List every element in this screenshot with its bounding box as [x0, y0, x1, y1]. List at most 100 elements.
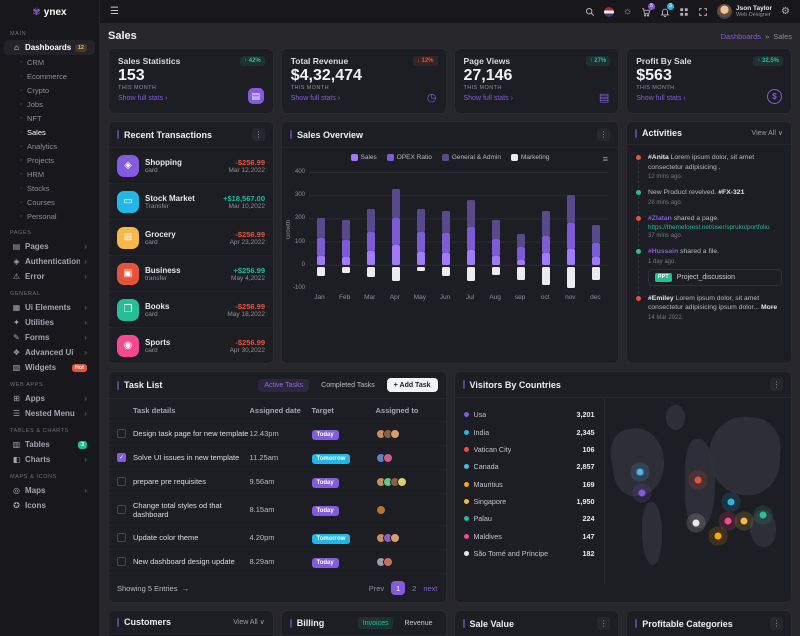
transaction-amount: -$256.99 — [235, 157, 265, 167]
transaction-row[interactable]: ⊞ Grocery card -$256.99 Apr 23,2022 — [109, 220, 273, 256]
map-marker[interactable] — [694, 476, 702, 484]
show-full-stats-link[interactable]: Show full stats › — [463, 95, 513, 102]
breadcrumb-separator: » — [765, 31, 770, 41]
sidebar-item-error[interactable]: ⚠ Error › — [4, 269, 95, 284]
view-all-dropdown[interactable]: View All ∨ — [233, 619, 265, 626]
cart-icon[interactable]: 5 — [641, 2, 656, 17]
arrow-right-icon[interactable]: → — [181, 583, 190, 593]
map-marker[interactable] — [724, 517, 732, 525]
hamburger-menu-icon[interactable]: ☰ — [110, 6, 119, 17]
tab-completed-tasks[interactable]: Completed Tasks — [321, 381, 375, 389]
transaction-row[interactable]: ◉ Sports card -$256.99 Apr 30,2022 — [109, 328, 273, 363]
pagination-prev[interactable]: Prev — [368, 583, 385, 593]
sidebar-section-items: ⊞ Apps › ☰ — [0, 391, 99, 421]
file-name: Project_discussion — [676, 273, 736, 281]
activity-file[interactable]: PPT Project_discussion — [648, 268, 782, 286]
activity-link[interactable]: https://themeforest.net/user/spruko/port… — [648, 224, 770, 232]
sidebar-subitem-projects[interactable]: ◦ Projects — [0, 153, 99, 167]
apps-grid-icon[interactable] — [679, 7, 689, 17]
show-full-stats-link[interactable]: Show full stats › — [636, 95, 686, 102]
sidebar-item-icons[interactable]: ✪ Icons — [4, 498, 95, 513]
tab-revenue[interactable]: Revenue — [404, 619, 433, 627]
map-marker[interactable] — [692, 519, 700, 527]
task-checkbox[interactable] — [117, 477, 126, 486]
search-icon[interactable] — [585, 7, 595, 17]
sidebar-item-utilities[interactable]: ✦ Utilities › — [4, 315, 95, 330]
fullscreen-icon[interactable] — [698, 7, 708, 17]
kebab-menu-icon[interactable]: ⋮ — [597, 617, 611, 630]
settings-gear-icon[interactable]: ⚙ — [781, 5, 790, 17]
transaction-row[interactable]: ▣ Business transfer +$256.99 May 4,2022 — [109, 256, 273, 292]
show-full-stats-link[interactable]: Show full stats › — [118, 95, 168, 102]
brand-logo[interactable]: ✾ ynex — [0, 0, 99, 24]
map-marker[interactable] — [638, 489, 646, 497]
sidebar-item-apps[interactable]: ⊞ Apps › — [4, 391, 95, 406]
sidebar-subitem-hrm[interactable]: ◦ HRM — [0, 167, 99, 181]
activity-more-link[interactable]: More — [760, 304, 778, 312]
bar-segment — [342, 240, 351, 257]
transaction-row[interactable]: ❒ Books card -$256.99 May 18,2022 — [109, 292, 273, 328]
bullet-icon: ◦ — [20, 156, 23, 164]
pagination-page-2[interactable]: 2 — [412, 583, 417, 593]
sidebar-item-dashboards[interactable]: ⌂ Dashboards 12 — [4, 40, 95, 55]
show-full-stats-link[interactable]: Show full stats › — [290, 95, 341, 102]
sidebar-subitem-stocks[interactable]: ◦ Stocks — [0, 181, 99, 195]
chart-menu-icon[interactable]: ≡ — [602, 154, 608, 164]
task-checkbox[interactable] — [117, 505, 126, 514]
sidebar-item-nested-menu[interactable]: ☰ Nested Menu › — [4, 406, 95, 421]
map-marker[interactable] — [727, 498, 735, 506]
tab-invoices[interactable]: Invoices — [357, 617, 394, 629]
view-all-button[interactable]: View All ∨ — [751, 130, 783, 137]
map-marker[interactable] — [714, 532, 722, 540]
sidebar-item-widgets[interactable]: ▧ Widgets Hot — [4, 360, 95, 375]
sidebar-subitem-personal[interactable]: ◦ Personal — [0, 209, 99, 223]
map-marker[interactable] — [740, 517, 748, 525]
sidebar-subitem-ecommerce[interactable]: ◦ Ecommerce — [0, 69, 99, 83]
sidebar-item-pages[interactable]: ▤ Pages › — [4, 239, 95, 254]
sidebar-subitem-jobs[interactable]: ◦ Jobs — [0, 97, 99, 111]
task-checkbox[interactable] — [117, 557, 126, 566]
pagination-page-1[interactable]: 1 — [391, 581, 406, 595]
task-checkbox[interactable] — [117, 429, 126, 438]
legend-item[interactable]: General & Admin — [441, 154, 501, 161]
sidebar-subitem-crypto[interactable]: ◦ Crypto — [0, 83, 99, 97]
sidebar-item-ui-elements[interactable]: ▦ Ui Elements › — [4, 300, 95, 315]
sidebar-subitem-nft[interactable]: ◦ NFT — [0, 111, 99, 125]
sales-overview-header: Sales Overview ⋮ — [282, 122, 618, 148]
language-flag-icon[interactable] — [603, 6, 614, 17]
kebab-menu-icon[interactable]: ⋮ — [597, 128, 610, 141]
kebab-menu-icon[interactable]: ⋮ — [770, 378, 783, 391]
transaction-row[interactable]: ◈ Shopping card -$256.99 Mar 12,2022 — [109, 148, 273, 184]
legend-item[interactable]: OPEX Ratio — [386, 154, 432, 161]
sidebar-subitem-analytics[interactable]: ◦ Analytics — [0, 139, 99, 153]
sidebar-subitem-courses[interactable]: ◦ Courses — [0, 195, 99, 209]
map-marker[interactable] — [636, 468, 644, 476]
task-target-badge: Today — [311, 558, 339, 568]
legend-item[interactable]: Marketing — [510, 154, 550, 161]
sidebar-item-tables[interactable]: ▥ Tables 3 — [4, 437, 95, 452]
breadcrumb-parent[interactable]: Dashboards — [720, 31, 762, 41]
sidebar-item-maps[interactable]: ◎ Maps › — [4, 483, 95, 498]
notifications-bell-icon[interactable]: 3 — [660, 2, 675, 17]
sidebar-subitem-sales[interactable]: ◦ Sales — [0, 125, 99, 139]
add-task-button[interactable]: + Add Task — [386, 378, 438, 392]
sidebar-item-authentication[interactable]: ◈ Authentication › — [4, 254, 95, 269]
card-title: Task List — [117, 380, 162, 390]
task-checkbox[interactable] — [117, 453, 126, 462]
map-marker[interactable] — [759, 511, 767, 519]
transaction-row[interactable]: ▭ Stock Market Transfer +$18,567.00 Mar … — [109, 184, 273, 220]
sidebar-subitem-crm[interactable]: ◦ CRM — [0, 55, 99, 69]
country-value: 2,857 — [576, 462, 595, 472]
sidebar-item-charts[interactable]: ◧ Charts › — [4, 452, 95, 467]
pagination-next[interactable]: next — [423, 583, 438, 593]
kebab-menu-icon[interactable]: ⋮ — [770, 617, 783, 630]
tab-active-tasks[interactable]: Active Tasks — [258, 378, 310, 392]
sidebar-item-forms[interactable]: ✎ Forms › — [4, 330, 95, 345]
kebab-menu-icon[interactable]: ⋮ — [252, 128, 265, 141]
theme-toggle-icon[interactable]: ☼ — [622, 5, 633, 17]
legend-item[interactable]: Sales — [350, 154, 377, 161]
sidebar-item-advanced-ui[interactable]: ❖ Advanced Ui › — [4, 345, 95, 360]
user-menu[interactable]: Json Taylor Web Designer — [717, 4, 772, 19]
bar-segment — [566, 248, 575, 265]
task-checkbox[interactable] — [117, 533, 126, 542]
